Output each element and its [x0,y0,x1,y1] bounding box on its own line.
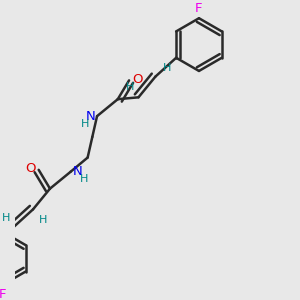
Text: H: H [163,63,171,73]
Text: H: H [2,214,10,224]
Text: H: H [126,82,135,92]
Text: O: O [25,162,36,176]
Text: F: F [195,2,203,15]
Text: N: N [73,165,82,178]
Text: F: F [0,287,7,300]
Text: O: O [132,73,142,86]
Text: H: H [39,215,47,225]
Text: H: H [81,119,89,129]
Text: N: N [85,110,95,123]
Text: H: H [80,174,88,184]
